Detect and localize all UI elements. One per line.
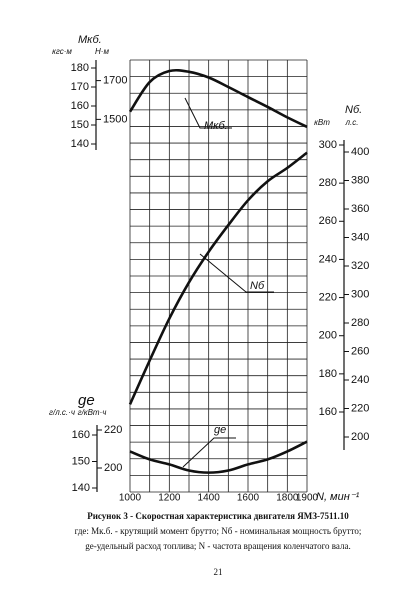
y-tick-label: 220 xyxy=(319,291,337,303)
leader-line xyxy=(182,437,236,468)
x-tick-label: 1900 xyxy=(296,493,319,504)
x-tick-label: 1800 xyxy=(276,493,299,504)
caption-line: ge-удельный расход топлива; N - частота … xyxy=(85,541,350,551)
y-tick-label: 140 xyxy=(71,138,89,150)
series-label: Мкб. xyxy=(204,120,228,132)
caption-line: где: Мк.б. - крутящий момент брутто; Nб … xyxy=(75,526,362,536)
axis-title: Nб. xyxy=(345,104,362,116)
axis-unit: кВт xyxy=(314,118,330,127)
y-tick-label: 180 xyxy=(71,62,89,74)
y2-tick-label: 280 xyxy=(351,317,369,329)
y-tick-label: 170 xyxy=(71,81,89,93)
axis-title: Мкб. xyxy=(78,34,102,46)
y2-tick-label: 200 xyxy=(351,431,369,443)
y2-tick-label: 340 xyxy=(351,231,369,243)
leader-line xyxy=(199,253,274,293)
y2-tick-label: 260 xyxy=(351,345,369,357)
y-tick-label: 160 xyxy=(71,100,89,112)
axis-unit: л.с. xyxy=(345,118,359,127)
x-tick-label: 1200 xyxy=(158,493,181,504)
y2-tick-label: 360 xyxy=(351,203,369,215)
y-tick-label: 200 xyxy=(319,330,337,342)
series-label: ge xyxy=(214,424,226,436)
y2-tick-label: 220 xyxy=(351,402,369,414)
y-tick-label: 150 xyxy=(71,119,89,131)
y-tick-label: 280 xyxy=(319,177,337,189)
axis-unit: Н·м xyxy=(95,47,109,56)
y2-tick-label: 380 xyxy=(351,174,369,186)
y2-tick-label: 200 xyxy=(104,462,122,474)
axis-unit: г/кВт·ч xyxy=(78,408,107,417)
y2-tick-label: 1700 xyxy=(103,75,127,87)
y-tick-label: 180 xyxy=(319,368,337,380)
y2-tick-label: 400 xyxy=(351,146,369,158)
y-tick-label: 160 xyxy=(72,429,90,441)
y-tick-label: 260 xyxy=(319,215,337,227)
y2-tick-label: 1500 xyxy=(103,113,127,125)
axis-unit: кгс·м xyxy=(52,47,72,56)
line-series xyxy=(128,68,308,129)
x-tick-label: 1600 xyxy=(237,493,260,504)
x-tick-label: 1400 xyxy=(198,493,221,504)
axis-title: ge xyxy=(78,392,95,409)
line-series xyxy=(129,440,308,474)
y-tick-label: 160 xyxy=(319,406,337,418)
x-tick-label: 1000 xyxy=(119,493,142,504)
y2-tick-label: 320 xyxy=(351,260,369,272)
y-tick-label: 240 xyxy=(319,253,337,265)
y2-tick-label: 300 xyxy=(351,288,369,300)
line-series xyxy=(128,151,308,405)
x-axis-label: N, мин⁻¹ xyxy=(316,491,360,503)
series-label: Nб xyxy=(250,280,265,292)
caption-title: Рисунок 3 - Скоростная характеристика дв… xyxy=(87,511,349,521)
y-tick-label: 150 xyxy=(72,455,90,467)
y-tick-label: 140 xyxy=(72,482,90,494)
axis-unit: г/л.с.·ч xyxy=(49,408,75,417)
y2-tick-label: 240 xyxy=(351,374,369,386)
leader-line xyxy=(184,97,232,129)
y2-tick-label: 220 xyxy=(104,424,122,436)
page-number: 21 xyxy=(214,567,223,577)
y-tick-label: 300 xyxy=(319,139,337,151)
